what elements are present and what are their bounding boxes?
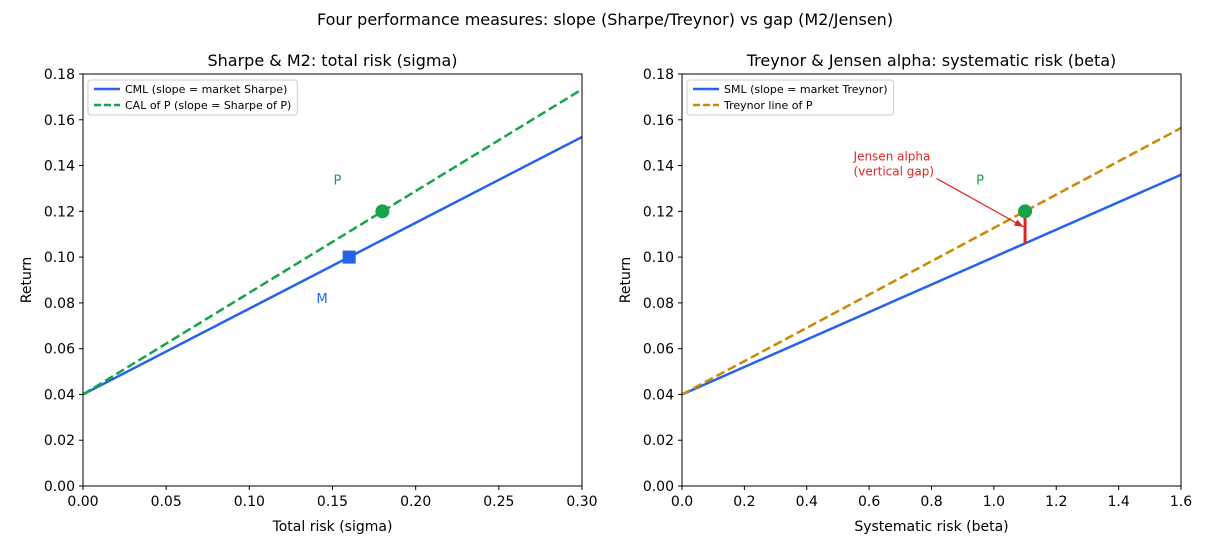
x-tick-label: 0.05 <box>151 494 182 510</box>
y-tick-label: 0.12 <box>643 204 674 220</box>
y-tick-label: 0.00 <box>643 479 674 495</box>
chart-treynor-jensen: Treynor & Jensen alpha: systematic risk … <box>618 51 1192 535</box>
legend-box <box>686 79 895 116</box>
chart-title: Sharpe & M2: total risk (sigma) <box>208 51 458 70</box>
y-tick-label: 0.04 <box>643 387 674 403</box>
x-tick-label: 0.00 <box>67 494 98 510</box>
y-tick-label: 0.04 <box>44 387 75 403</box>
point-p-label: P <box>976 173 984 188</box>
y-tick-label: 0.08 <box>643 296 674 312</box>
x-tick-label: 0.10 <box>234 494 265 510</box>
chart-title: Treynor & Jensen alpha: systematic risk … <box>746 51 1117 70</box>
y-tick-label: 0.08 <box>44 296 75 312</box>
x-tick-label: 1.4 <box>1107 494 1129 510</box>
figure-suptitle: Four performance measures: slope (Sharpe… <box>317 10 893 29</box>
axes-frame <box>681 73 1182 487</box>
annotation-text: (vertical gap) <box>854 164 935 178</box>
series-line-sml-slope-market-treynor <box>682 173 1181 396</box>
point-m-marker <box>342 250 356 264</box>
y-tick-label: 0.18 <box>44 67 75 83</box>
y-tick-label: 0.18 <box>643 67 674 83</box>
y-tick-label: 0.12 <box>44 204 75 220</box>
series-line-treynor-line-of-p <box>682 126 1181 396</box>
point-p-marker <box>375 204 390 219</box>
x-tick-label: 0.8 <box>920 494 942 510</box>
y-tick-label: 0.06 <box>643 342 674 358</box>
series-line-cml-slope-market-sharpe <box>83 135 582 396</box>
legend-label-treynor-line-of-p: Treynor line of P <box>723 99 813 112</box>
legend: SML (slope = market Treynor) Treynor line… <box>686 79 895 116</box>
x-tick-label: 0.15 <box>317 494 348 510</box>
x-axis-label: Systematic risk (beta) <box>854 519 1008 535</box>
x-tick-label: 1.2 <box>1045 494 1067 510</box>
y-tick-label: 0.00 <box>44 479 75 495</box>
point-p-label: P <box>333 173 341 188</box>
legend-label-sml-slope-market-treynor: SML (slope = market Treynor) <box>724 83 888 96</box>
x-tick-label: 0.25 <box>483 494 514 510</box>
x-tick-label: 0.4 <box>796 494 818 510</box>
y-axis-label: Return <box>19 257 35 303</box>
x-tick-label: 1.6 <box>1170 494 1192 510</box>
legend-box <box>87 79 298 116</box>
y-tick-label: 0.14 <box>643 159 674 175</box>
x-tick-label: 1.0 <box>983 494 1005 510</box>
point-m-label: M <box>317 292 328 307</box>
y-tick-label: 0.14 <box>44 159 75 175</box>
axes-frame <box>82 73 583 487</box>
x-tick-label: 0.2 <box>733 494 755 510</box>
plot-area <box>682 126 1181 396</box>
y-tick-label: 0.10 <box>44 250 75 266</box>
x-axis-label: Total risk (sigma) <box>272 519 393 535</box>
series-line-cal-of-p-slope-sharpe-of-p <box>83 88 582 396</box>
annotation-arrow-head <box>1013 219 1024 227</box>
x-tick-label: 0.20 <box>400 494 431 510</box>
y-tick-label: 0.02 <box>643 433 674 449</box>
annotation-arrow-line <box>936 177 1024 228</box>
point-p-marker <box>1018 204 1033 219</box>
y-tick-label: 0.06 <box>44 342 75 358</box>
legend: CML (slope = market Sharpe) CAL of P (slo… <box>87 79 298 116</box>
y-axis-label: Return <box>618 257 634 303</box>
chart-sharpe-m2: Sharpe & M2: total risk (sigma) Total ris… <box>19 51 598 535</box>
legend-label-cml-slope-market-sharpe: CML (slope = market Sharpe) <box>125 83 287 96</box>
plot-area <box>83 88 582 396</box>
annotation-text: Jensen alpha <box>853 149 931 163</box>
y-tick-label: 0.02 <box>44 433 75 449</box>
x-tick-label: 0.30 <box>566 494 597 510</box>
x-tick-label: 0.6 <box>858 494 880 510</box>
legend-label-cal-of-p-slope-sharpe-of-p: CAL of P (slope = Sharpe of P) <box>125 99 291 112</box>
y-tick-label: 0.16 <box>643 113 674 129</box>
x-tick-label: 0.0 <box>671 494 693 510</box>
y-tick-label: 0.16 <box>44 113 75 129</box>
y-tick-label: 0.10 <box>643 250 674 266</box>
